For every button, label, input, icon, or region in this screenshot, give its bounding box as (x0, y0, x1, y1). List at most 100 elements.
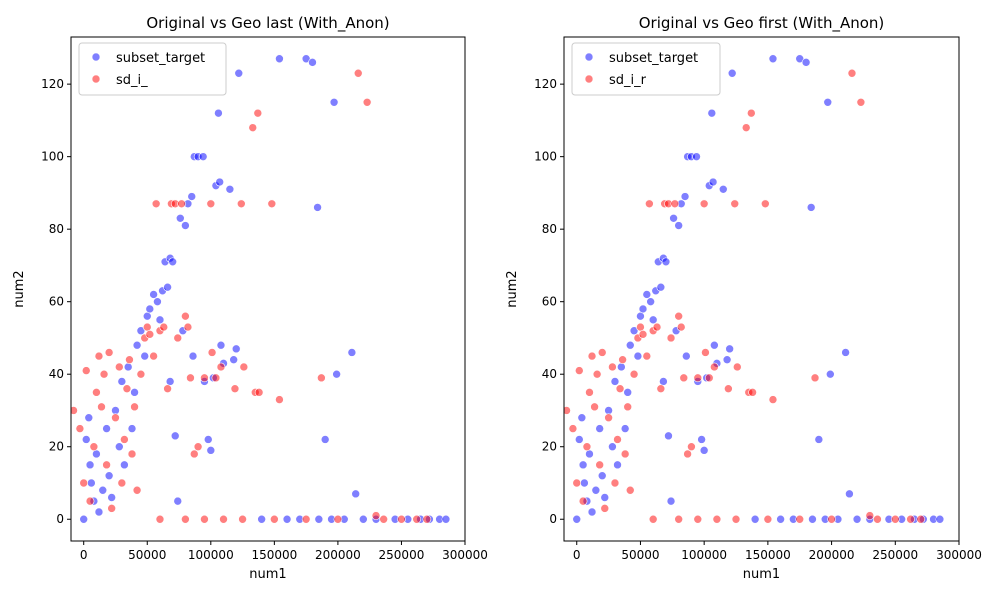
data-point (379, 514, 388, 524)
data-point (704, 373, 714, 383)
data-point (127, 449, 137, 459)
data-point (577, 413, 587, 423)
y-tick-label: 120 (41, 77, 64, 91)
data-point (693, 373, 703, 383)
data-point (301, 514, 311, 524)
data-point (188, 351, 198, 361)
data-point (827, 514, 836, 524)
y-tick-label: 80 (542, 222, 557, 236)
data-point (122, 384, 132, 394)
data-point (692, 152, 701, 161)
data-point (823, 97, 833, 107)
data-point (320, 435, 330, 444)
data-point (170, 431, 180, 441)
data-point (768, 54, 778, 64)
data-point (916, 514, 926, 524)
y-tick-label: 60 (542, 295, 557, 309)
data-point (610, 377, 620, 386)
data-point (225, 184, 235, 194)
data-point (625, 340, 635, 350)
data-point (104, 471, 114, 481)
data-point (163, 282, 172, 292)
data-point (216, 340, 226, 350)
legend: subset_target sd_i_r (571, 42, 721, 96)
data-point (580, 478, 589, 488)
data-point (111, 413, 120, 423)
data-point (177, 199, 186, 209)
data-point (254, 388, 264, 397)
data-point (313, 203, 322, 212)
data-point (699, 199, 709, 209)
data-point (79, 514, 89, 524)
data-point (371, 511, 381, 520)
data-point (333, 514, 343, 524)
data-point (151, 199, 161, 209)
data-point (347, 348, 357, 357)
data-point (142, 311, 152, 321)
data-point (173, 333, 183, 343)
x-tick-label: 200000 (315, 548, 361, 562)
data-point (578, 496, 588, 506)
legend-box (571, 42, 721, 96)
legend: subset_target sd_i_ (78, 42, 227, 96)
data-point (130, 402, 139, 412)
data-point (248, 123, 258, 132)
data-point (198, 152, 208, 161)
data-point (629, 326, 639, 336)
data-point (441, 514, 451, 524)
data-point (145, 304, 155, 314)
data-point (724, 384, 733, 394)
data-point (708, 177, 718, 187)
x-tick-label: 50000 (621, 548, 659, 562)
data-point (145, 330, 155, 339)
data-point (638, 304, 648, 314)
plot-frame (563, 36, 960, 542)
data-point (117, 377, 127, 386)
data-point (604, 406, 613, 415)
data-point (267, 199, 277, 209)
data-point (841, 348, 850, 357)
data-point (768, 395, 778, 404)
data-point (585, 388, 594, 397)
data-point (582, 442, 592, 452)
data-point (163, 384, 172, 394)
data-point (187, 192, 197, 201)
data-point (748, 388, 757, 397)
data-point (747, 108, 756, 118)
data-point (731, 514, 741, 524)
data-point (629, 369, 639, 379)
data-point (674, 311, 683, 321)
data-point (117, 478, 127, 488)
data-point (670, 199, 680, 209)
data-point (763, 514, 773, 524)
data-point (659, 377, 668, 386)
data-point (230, 384, 240, 394)
data-point (317, 373, 326, 383)
data-point (710, 362, 719, 372)
y-tick-label: 0 (549, 512, 557, 526)
data-point (578, 460, 588, 470)
data-point (701, 348, 710, 357)
y-tick-label: 0 (56, 512, 64, 526)
data-point (231, 344, 241, 354)
data-point (149, 290, 158, 299)
chart-title: Original vs Geo last (With_Anon) (146, 14, 389, 33)
data-point (646, 297, 655, 306)
data-point (132, 485, 142, 495)
x-tick-label: 100000 (188, 548, 234, 562)
data-point (186, 373, 195, 383)
data-point (211, 373, 221, 383)
data-point (750, 514, 760, 524)
data-point (568, 424, 578, 433)
data-point (136, 369, 146, 379)
series-subset_target (79, 54, 451, 524)
data-point (574, 366, 584, 375)
x-tick-label: 100000 (681, 548, 727, 562)
data-point (865, 511, 875, 520)
data-point (890, 514, 900, 524)
data-point (165, 377, 175, 386)
data-point (98, 485, 108, 495)
data-point (845, 489, 854, 499)
data-point (856, 97, 866, 107)
